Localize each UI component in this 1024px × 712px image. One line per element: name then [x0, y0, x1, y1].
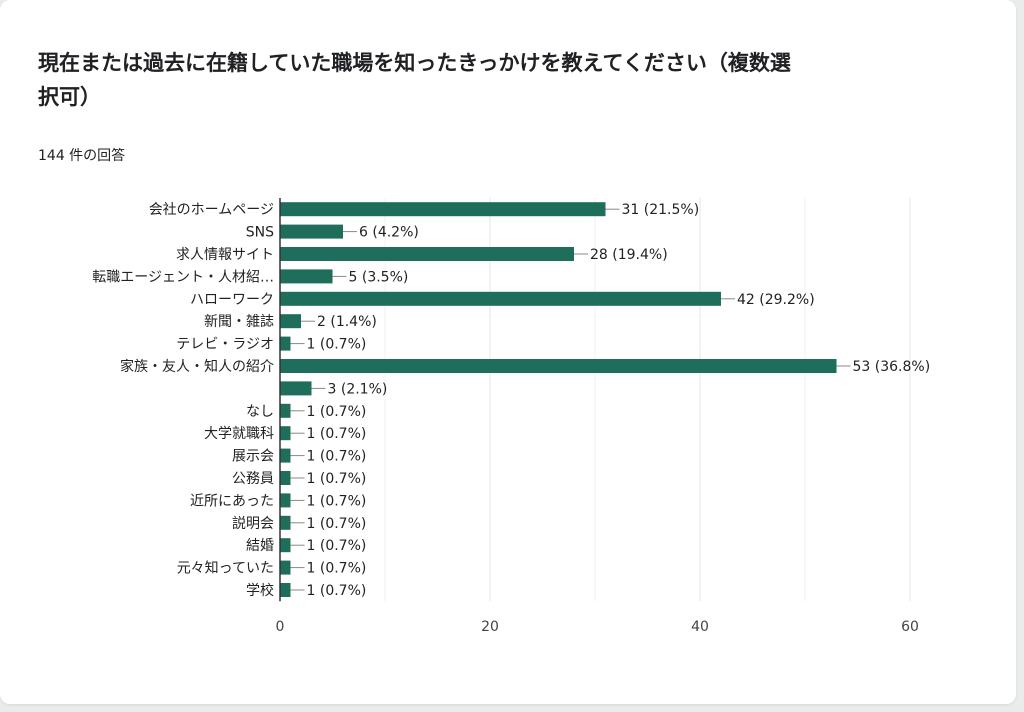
- value-label: 1 (0.7%): [307, 493, 367, 509]
- bar: [280, 448, 291, 463]
- grid-lines: [384, 198, 911, 602]
- bar: [280, 560, 291, 575]
- bar: [280, 247, 574, 261]
- value-label: 1 (0.7%): [307, 449, 367, 465]
- value-label: 1 (0.7%): [307, 426, 367, 442]
- value-label: 3 (2.1%): [328, 381, 388, 397]
- bar: [280, 583, 291, 597]
- category-label: 求人情報サイト: [176, 247, 274, 263]
- value-label: 1 (0.7%): [307, 538, 367, 554]
- question-title: 現在または過去に在籍していた職場を知ったきっかけを教えてください（複数選択可）: [38, 51, 791, 109]
- bar: [280, 403, 291, 418]
- value-label: 5 (3.5%): [349, 269, 409, 285]
- bar: [280, 493, 291, 508]
- category-label: 転職エージェント・人材紹…: [92, 269, 274, 285]
- bar: [280, 291, 721, 306]
- value-label: 6 (4.2%): [359, 225, 419, 241]
- value-label: 1 (0.7%): [307, 561, 367, 577]
- bar: [280, 336, 291, 351]
- category-label: 新聞・雑誌: [204, 314, 274, 330]
- bar: [280, 515, 291, 530]
- category-label: 大学就職科: [204, 426, 274, 442]
- response-count: 144 件の回答: [38, 148, 126, 164]
- bar: [280, 359, 837, 373]
- category-label: 家族・友人・知人の紹介: [120, 358, 274, 375]
- x-tick-label: 0: [276, 619, 285, 635]
- category-label: 元々知っていた: [177, 560, 274, 577]
- category-label: 結婚: [246, 538, 274, 554]
- bar: [280, 314, 301, 329]
- value-label: 1 (0.7%): [307, 337, 367, 353]
- bar: [280, 202, 606, 217]
- bars: [280, 202, 837, 597]
- category-label: 学校: [246, 582, 274, 599]
- x-tick-label: 20: [481, 619, 499, 635]
- value-label: 2 (1.4%): [317, 314, 377, 330]
- x-tick-label: 60: [901, 619, 919, 635]
- value-label: 53 (36.8%): [853, 359, 931, 375]
- x-tick-label: 40: [691, 619, 709, 635]
- value-label: 1 (0.7%): [307, 404, 367, 420]
- bar: [280, 471, 291, 485]
- value-label: 1 (0.7%): [307, 583, 367, 599]
- value-label: 42 (29.2%): [737, 292, 815, 308]
- category-label: 会社のホームページ: [149, 202, 274, 218]
- value-label: 28 (19.4%): [590, 247, 668, 263]
- category-label: 公務員: [232, 471, 274, 487]
- category-label: なし: [246, 404, 274, 420]
- category-label: 近所にあった: [190, 493, 274, 509]
- value-label: 1 (0.7%): [307, 471, 367, 487]
- bar: [280, 426, 291, 441]
- bar: [280, 538, 291, 553]
- labels: 0 20 40 60 会社のホームページ 31 (21.5%) SNS 6 (4.2%) 求人情…: [92, 202, 930, 635]
- category-label: 展示会: [232, 449, 274, 465]
- bar: [280, 269, 333, 284]
- bar: [280, 381, 312, 396]
- category-label: SNS: [246, 225, 274, 241]
- value-label: 1 (0.7%): [307, 516, 367, 532]
- category-label: 説明会: [232, 516, 274, 532]
- category-label: テレビ・ラジオ: [176, 337, 274, 353]
- category-label: ハローワーク: [190, 292, 274, 308]
- value-label: 31 (21.5%): [622, 202, 700, 218]
- bar: [280, 224, 343, 239]
